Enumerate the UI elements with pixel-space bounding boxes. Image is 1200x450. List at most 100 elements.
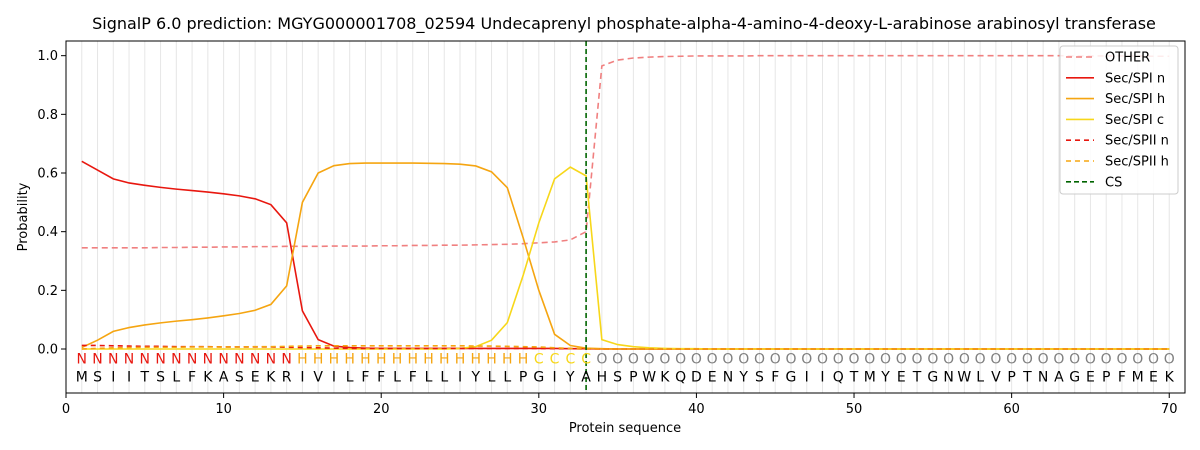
sequence-letter: Y bbox=[565, 369, 575, 385]
residue-label: O bbox=[707, 352, 718, 368]
x-tick-label: 50 bbox=[846, 402, 863, 417]
sequence-letter: G bbox=[1069, 369, 1080, 385]
residue-label: O bbox=[1038, 352, 1049, 368]
residue-label: O bbox=[1053, 352, 1064, 368]
legend-label: Sec/SPII h bbox=[1105, 155, 1169, 170]
sequence-letter: E bbox=[251, 369, 260, 385]
legend: OTHER Sec/SPI n Sec/SPI h Sec/SPI c Sec/SPII… bbox=[1059, 45, 1179, 195]
sequence-letter: Y bbox=[738, 369, 748, 385]
residue-label: O bbox=[990, 352, 1001, 368]
sequence-letter: Q bbox=[675, 369, 686, 385]
sequence-letter: I bbox=[805, 369, 809, 385]
sequence-letter: F bbox=[377, 369, 385, 385]
residue-label: N bbox=[92, 352, 102, 368]
y-axis-ticks: 0.0 0.2 0.4 0.6 0.8 1.0 bbox=[37, 49, 66, 358]
residue-label: H bbox=[471, 352, 482, 368]
sequence-letter: G bbox=[786, 369, 797, 385]
sequence-letter: V bbox=[991, 369, 1001, 385]
sequence-letter: Q bbox=[833, 369, 844, 385]
residue-label: O bbox=[628, 352, 639, 368]
x-tick-label: 70 bbox=[1161, 402, 1178, 417]
chart-title: SignalP 6.0 prediction: MGYG000001708_02… bbox=[92, 14, 1156, 34]
sequence-letter: S bbox=[156, 369, 165, 385]
residue-label: H bbox=[297, 352, 308, 368]
residue-label: C bbox=[581, 352, 591, 368]
residue-label: O bbox=[754, 352, 765, 368]
residue-label: O bbox=[896, 352, 907, 368]
sequence-letter: A bbox=[581, 369, 591, 385]
sequence-letter: L bbox=[440, 369, 448, 385]
sequence-letter: T bbox=[849, 369, 859, 385]
residue-label: O bbox=[1101, 352, 1112, 368]
y-tick-label: 0.0 bbox=[37, 343, 58, 358]
residue-label: N bbox=[234, 352, 244, 368]
sequence-letter: N bbox=[943, 369, 953, 385]
sequence-letter: I bbox=[127, 369, 131, 385]
sequence-letter: K bbox=[1165, 369, 1175, 385]
sequence-letter: M bbox=[76, 369, 88, 385]
sequence-letter: E bbox=[1086, 369, 1095, 385]
residue-label: H bbox=[486, 352, 497, 368]
sequence-annotations: NMNSNININTNSNLNFNKNANSNENKNRHIHVHIHLHFHF… bbox=[76, 352, 1175, 386]
sequence-letter: T bbox=[912, 369, 922, 385]
sequence-letter: T bbox=[1022, 369, 1032, 385]
residue-label: N bbox=[171, 352, 181, 368]
residue-label: N bbox=[77, 352, 87, 368]
sequence-letter: L bbox=[172, 369, 180, 385]
x-tick-label: 10 bbox=[215, 402, 232, 417]
residue-label: O bbox=[1085, 352, 1096, 368]
sequence-letter: R bbox=[282, 369, 292, 385]
residue-label: C bbox=[565, 352, 575, 368]
residue-label: N bbox=[203, 352, 213, 368]
sequence-letter: P bbox=[519, 369, 527, 385]
sequence-letter: M bbox=[1132, 369, 1144, 385]
residue-label: O bbox=[738, 352, 749, 368]
residue-label: O bbox=[770, 352, 781, 368]
sequence-letter: S bbox=[613, 369, 622, 385]
residue-label: H bbox=[360, 352, 371, 368]
x-tick-label: 30 bbox=[531, 402, 548, 417]
residue-label: O bbox=[1132, 352, 1143, 368]
x-tick-label: 40 bbox=[688, 402, 705, 417]
residue-label: O bbox=[785, 352, 796, 368]
sequence-letter: E bbox=[708, 369, 717, 385]
sequence-letter: N bbox=[723, 369, 733, 385]
sequence-letter: L bbox=[425, 369, 433, 385]
residue-label: H bbox=[455, 352, 466, 368]
x-axis-ticks: 0 10 20 30 40 50 60 70 bbox=[62, 393, 1178, 417]
residue-label: O bbox=[659, 352, 670, 368]
residue-label: O bbox=[675, 352, 686, 368]
grid bbox=[81, 41, 1170, 393]
residue-label: N bbox=[124, 352, 134, 368]
residue-label: H bbox=[392, 352, 403, 368]
residue-label: H bbox=[329, 352, 340, 368]
sequence-letter: I bbox=[300, 369, 304, 385]
legend-label: OTHER bbox=[1105, 51, 1150, 66]
residue-label: O bbox=[1148, 352, 1159, 368]
sequence-letter: W bbox=[957, 369, 971, 385]
sequence-letter: P bbox=[629, 369, 637, 385]
sequence-letter: V bbox=[313, 369, 323, 385]
sequence-letter: F bbox=[409, 369, 417, 385]
legend-label: Sec/SPI h bbox=[1105, 92, 1165, 107]
residue-label: O bbox=[612, 352, 623, 368]
legend-label: Sec/SPI n bbox=[1105, 71, 1165, 86]
residue-label: H bbox=[518, 352, 529, 368]
series-lines bbox=[81, 54, 1170, 350]
sequence-letter: K bbox=[203, 369, 213, 385]
sequence-letter: T bbox=[140, 369, 150, 385]
sequence-letter: G bbox=[533, 369, 544, 385]
residue-label: N bbox=[155, 352, 165, 368]
sequence-letter: I bbox=[111, 369, 115, 385]
y-tick-label: 0.4 bbox=[37, 225, 58, 240]
residue-label: O bbox=[927, 352, 938, 368]
x-axis-label: Protein sequence bbox=[569, 421, 681, 436]
sequence-letter: I bbox=[332, 369, 336, 385]
sequence-letter: I bbox=[458, 369, 462, 385]
series-line-3 bbox=[81, 166, 1170, 350]
residue-label: O bbox=[722, 352, 733, 368]
y-axis-label: Probability bbox=[16, 182, 31, 251]
sequence-letter: D bbox=[691, 369, 702, 385]
residue-label: H bbox=[313, 352, 324, 368]
